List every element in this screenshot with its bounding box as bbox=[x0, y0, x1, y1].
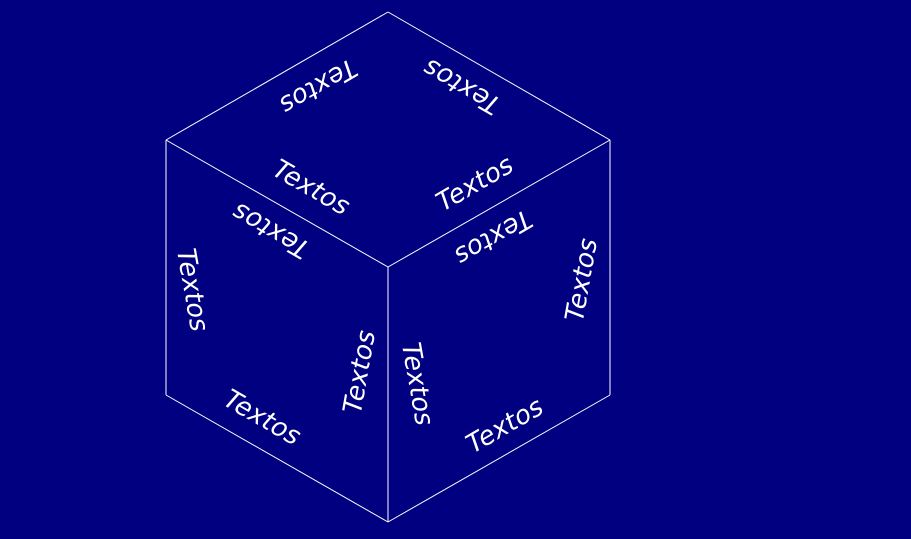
cube-edges bbox=[165, 11, 611, 523]
right-face-label-left: Textos bbox=[395, 340, 439, 428]
right-face-labels: Textos Textos Textos Textos bbox=[395, 203, 604, 460]
left-face-labels: Textos Textos Textos Textos bbox=[170, 196, 382, 452]
left-face-label-left: Textos bbox=[170, 246, 214, 334]
left-face-label-bottom: Textos bbox=[218, 384, 305, 452]
top-face-label-back-right: Textos bbox=[418, 52, 505, 120]
top-face-label-front-right: Textos bbox=[431, 150, 518, 218]
top-right-edge bbox=[387, 11, 611, 141]
top-face-labels: Textos Textos Textos Textos bbox=[267, 52, 518, 222]
left-face-label-top: Textos bbox=[227, 196, 314, 264]
left-face-label-right: Textos bbox=[338, 328, 382, 416]
bottom-right-edge bbox=[387, 394, 611, 523]
front-top-right-edge bbox=[387, 139, 611, 268]
top-face-label-back-left: Textos bbox=[274, 52, 361, 120]
front-top-left-edge bbox=[165, 139, 389, 268]
bottom-left-edge bbox=[165, 394, 389, 523]
top-face-label-front-left: Textos bbox=[267, 154, 354, 222]
right-face-label-top: Textos bbox=[449, 203, 536, 271]
right-face-label-bottom: Textos bbox=[461, 392, 548, 460]
top-left-edge bbox=[165, 11, 389, 141]
right-face-label-right: Textos bbox=[560, 236, 604, 324]
